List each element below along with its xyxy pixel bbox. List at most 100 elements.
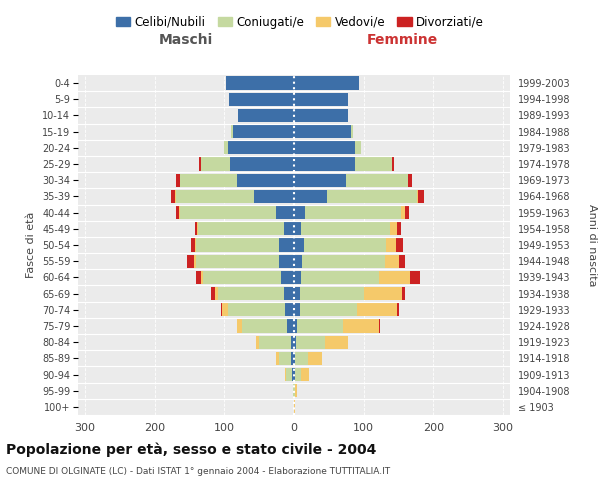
Bar — [294, 336, 347, 349]
Bar — [187, 254, 294, 268]
Bar — [294, 109, 349, 122]
Bar — [276, 352, 294, 365]
Bar — [294, 238, 403, 252]
Bar — [286, 368, 294, 381]
Bar — [195, 238, 294, 252]
Bar — [170, 190, 294, 203]
Bar — [202, 270, 294, 284]
Bar — [294, 190, 416, 203]
Text: COMUNE DI OLGINATE (LC) - Dati ISTAT 1° gennaio 2004 - Elaborazione TUTTITALIA.I: COMUNE DI OLGINATE (LC) - Dati ISTAT 1° … — [6, 468, 390, 476]
Bar — [294, 141, 361, 154]
Bar — [294, 76, 359, 90]
Bar — [200, 158, 294, 170]
Bar — [230, 158, 294, 170]
Bar — [199, 158, 294, 170]
Bar — [294, 320, 343, 332]
Bar — [231, 125, 294, 138]
Bar — [229, 92, 294, 106]
Bar — [175, 190, 294, 203]
Bar — [294, 352, 322, 365]
Bar — [294, 270, 379, 284]
Bar — [287, 320, 294, 332]
Bar — [242, 320, 294, 332]
Bar — [294, 92, 349, 106]
Y-axis label: Fasce di età: Fasce di età — [26, 212, 37, 278]
Bar — [276, 206, 294, 220]
Bar — [294, 320, 380, 332]
Bar — [294, 352, 295, 365]
Bar — [294, 141, 361, 154]
Bar — [294, 368, 310, 381]
Bar — [222, 303, 294, 316]
Text: Anni di nascita: Anni di nascita — [587, 204, 597, 286]
Bar — [294, 254, 302, 268]
Bar — [293, 384, 294, 398]
Bar — [294, 303, 357, 316]
Bar — [294, 125, 351, 138]
Bar — [215, 287, 294, 300]
Bar — [285, 368, 294, 381]
Bar — [294, 109, 349, 122]
Text: Popolazione per età, sesso e stato civile - 2004: Popolazione per età, sesso e stato civil… — [6, 442, 376, 457]
Bar — [294, 287, 364, 300]
Bar — [294, 270, 301, 284]
Bar — [293, 384, 294, 398]
Bar — [196, 270, 294, 284]
Bar — [180, 206, 294, 220]
Bar — [238, 109, 294, 122]
Bar — [228, 303, 294, 316]
Bar — [294, 109, 349, 122]
Bar — [294, 158, 355, 170]
Bar — [256, 336, 294, 349]
Bar — [294, 222, 401, 235]
Bar — [238, 109, 294, 122]
Bar — [294, 174, 408, 187]
Bar — [229, 92, 294, 106]
Bar — [294, 336, 325, 349]
Bar — [294, 125, 353, 138]
Bar — [294, 303, 299, 316]
Bar — [294, 76, 359, 90]
Bar — [294, 158, 392, 170]
Bar — [198, 222, 294, 235]
Bar — [238, 109, 294, 122]
Bar — [294, 190, 328, 203]
Bar — [237, 320, 294, 332]
Bar — [294, 336, 347, 349]
Bar — [294, 238, 304, 252]
Bar — [290, 336, 294, 349]
Bar — [211, 287, 294, 300]
Bar — [294, 92, 349, 106]
Bar — [294, 174, 407, 187]
Bar — [259, 336, 294, 349]
Bar — [196, 238, 294, 252]
Bar — [294, 158, 394, 170]
Bar — [294, 174, 346, 187]
Bar — [294, 400, 295, 413]
Bar — [221, 303, 294, 316]
Bar — [294, 320, 298, 332]
Bar — [195, 222, 294, 235]
Bar — [294, 206, 409, 220]
Bar — [292, 368, 294, 381]
Bar — [294, 368, 295, 381]
Bar — [294, 384, 295, 398]
Bar — [276, 352, 294, 365]
Bar — [294, 125, 353, 138]
Bar — [294, 190, 424, 203]
Bar — [294, 222, 301, 235]
Bar — [294, 368, 310, 381]
Bar — [224, 141, 294, 154]
Bar — [196, 254, 294, 268]
Bar — [294, 336, 296, 349]
Bar — [284, 222, 294, 235]
Bar — [180, 174, 294, 187]
Bar — [237, 320, 294, 332]
Bar — [278, 352, 294, 365]
Bar — [226, 76, 294, 90]
Bar — [294, 206, 305, 220]
Bar — [194, 254, 294, 268]
Bar — [294, 320, 379, 332]
Bar — [294, 352, 308, 365]
Bar — [294, 190, 418, 203]
